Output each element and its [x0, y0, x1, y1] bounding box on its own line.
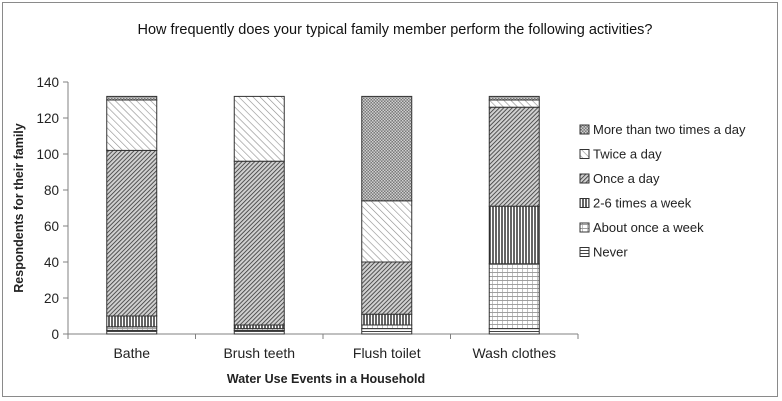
x-tick-label: Wash clothes: [472, 345, 556, 361]
bar-segment: [488, 106, 540, 207]
legend-label: Never: [593, 245, 628, 260]
bar-segment: [106, 315, 158, 328]
bar-segment: [106, 95, 158, 101]
legend-label: Once a day: [593, 171, 660, 186]
x-tick-label: Brush teeth: [223, 345, 295, 361]
legend-label: Twice a day: [593, 147, 662, 162]
legend-label: About once a week: [593, 220, 704, 235]
bar-segment: [488, 328, 540, 335]
bar-segment: [488, 99, 540, 108]
y-axis-title: Respondents for their family: [12, 123, 26, 293]
bar-segment: [361, 324, 413, 330]
bars: [106, 95, 540, 335]
x-axis-title: Water Use Events in a Household: [227, 372, 425, 386]
bar-segment: [233, 329, 285, 335]
bar-segment: [361, 313, 413, 326]
x-tick-label: Flush toilet: [353, 345, 421, 361]
legend-swatch: [579, 124, 590, 135]
bar-segment: [233, 95, 285, 162]
legend-swatch: [579, 222, 590, 233]
bar-segment: [361, 328, 413, 335]
bar-segment: [233, 160, 285, 326]
y-tick-label: 140: [36, 75, 59, 90]
legend-swatch: [579, 247, 590, 257]
bar-segment: [106, 326, 158, 331]
legend-label: More than two times a day: [593, 122, 746, 137]
bar-segment: [233, 324, 285, 330]
legend-swatch: [579, 149, 590, 159]
chart-title: How frequently does your typical family …: [138, 22, 653, 38]
legend-label: 2-6 times a week: [593, 196, 692, 211]
x-axis: Bathe Brush teeth Flush toilet Wash clothes: [67, 333, 579, 361]
bar-segment: [488, 205, 540, 265]
y-axis: 0 20 40 60 80 100 120 140: [36, 75, 69, 342]
bar-segment: [488, 263, 540, 330]
bar-segment: [106, 149, 158, 317]
y-tick-label: 20: [44, 291, 59, 306]
legend-swatch: [579, 198, 590, 208]
bar-segment: [488, 95, 540, 101]
y-tick-label: 120: [36, 111, 59, 126]
y-tick-label: 0: [51, 327, 59, 342]
legend-swatch: [579, 173, 590, 184]
bar-segment: [361, 261, 413, 315]
y-tick-label: 100: [36, 147, 59, 162]
legend: More than two times a day Twice a day Once…: [579, 122, 746, 260]
x-tick-label: Bathe: [113, 345, 150, 361]
y-tick-label: 80: [44, 183, 59, 198]
bar-segment: [106, 99, 158, 151]
bar-segment: [361, 200, 413, 263]
bar-segment: [361, 95, 413, 202]
y-tick-label: 60: [44, 219, 59, 234]
y-tick-label: 40: [44, 255, 59, 270]
bar-segment: [106, 329, 158, 335]
